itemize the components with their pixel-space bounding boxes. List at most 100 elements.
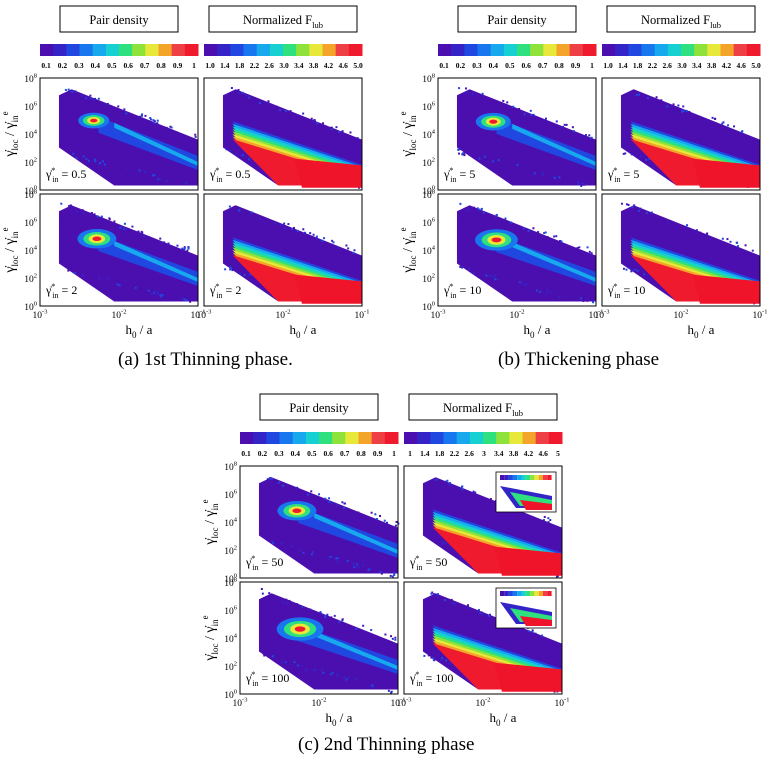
scatter-dot <box>303 232 306 235</box>
scatter-dot <box>472 490 475 493</box>
caption-b: (b) Thickening phase <box>498 349 660 370</box>
scatter-dot <box>283 222 286 225</box>
scatter-dot <box>328 500 331 503</box>
scatter-dot <box>378 570 381 573</box>
scatter-dot <box>547 289 550 292</box>
flub-colorbar-tick: 4.6 <box>339 61 349 70</box>
flub-colorbar-swatch <box>348 44 363 56</box>
scatter-dot <box>518 107 521 110</box>
scatter-dot <box>532 116 535 119</box>
scatter-dot <box>282 601 285 604</box>
inset-colorbar <box>534 591 539 596</box>
scatter-dot <box>539 290 542 293</box>
pair-colorbar-tick: 0.5 <box>107 61 117 70</box>
flub-colorbar-swatch <box>548 432 563 444</box>
plot-frame <box>437 77 597 191</box>
scatter-dot <box>423 654 426 657</box>
scatter-dot <box>156 119 159 122</box>
scatter-dot <box>636 269 639 272</box>
scatter-dot <box>338 130 341 133</box>
scatter-dot <box>96 218 99 221</box>
scatter-dot <box>492 160 495 163</box>
flub-colorbar-swatch <box>483 432 497 444</box>
x-tick: 10-1 <box>753 309 768 321</box>
force-band-red <box>294 158 362 188</box>
scatter-dot <box>182 297 185 300</box>
y-axis-label-text: γ̇loc / γ̇ine <box>200 615 220 661</box>
scatter-dot <box>475 494 478 497</box>
scatter-dot <box>138 169 141 172</box>
y-tick: 106 <box>24 101 38 113</box>
scatter-dot <box>97 277 100 280</box>
scatter-dot <box>465 87 468 90</box>
pair-colorbar-swatch <box>240 432 254 444</box>
scatter-dot <box>150 292 153 295</box>
scatter-dot <box>440 543 443 546</box>
scatter-dot <box>309 608 312 611</box>
x-tick: 10-2 <box>312 697 327 709</box>
scatter-dot <box>356 137 359 140</box>
scatter-dot <box>170 126 173 129</box>
scatter-dot <box>133 171 136 174</box>
scatter-dot <box>434 478 437 481</box>
x-tick: 10-1 <box>555 697 570 709</box>
x-tick: 10-3 <box>595 309 610 321</box>
scatter-dot <box>64 88 67 91</box>
scatter-dot <box>330 555 333 558</box>
y-tick: 106 <box>422 217 436 229</box>
y-tick: 102 <box>24 157 37 169</box>
scatter-dot <box>538 234 541 237</box>
scatter-dot <box>533 172 536 175</box>
scatter-dot <box>144 170 147 173</box>
plot-frame <box>239 581 399 695</box>
scatter-dot <box>225 148 228 151</box>
flub-colorbar-tick: 5.0 <box>353 61 363 70</box>
force-band-red <box>692 158 760 188</box>
scatter-dot <box>576 246 579 249</box>
scatter-dot <box>480 207 483 210</box>
scatter-dot <box>189 300 192 303</box>
scatter-dot <box>328 497 331 500</box>
x-tick: 10-1 <box>355 309 370 321</box>
scatter-dot <box>544 117 547 120</box>
scatter-dot <box>516 164 519 167</box>
pair-colorbar-tick: 0.7 <box>538 61 548 70</box>
scatter-dot <box>81 274 84 277</box>
flub-colorbar-tick: 1.8 <box>435 449 445 458</box>
normalized-flub-title: Normalized Flub <box>641 13 721 30</box>
scatter-dot <box>332 241 335 244</box>
pair-colorbar-tick: 0.9 <box>571 61 581 70</box>
scatter-dot <box>729 240 732 243</box>
scatter-dot <box>527 230 530 233</box>
y-tick: 108 <box>24 189 37 201</box>
y-axis-label-text: γ̇loc / γ̇ine <box>0 227 20 273</box>
normalized-flub-title: Normalized Flub <box>243 13 323 30</box>
scatter-dot <box>153 121 156 124</box>
inset-colorbar <box>543 591 548 596</box>
scatter-dot <box>302 228 305 231</box>
y-tick: 104 <box>24 129 38 141</box>
scatter-dot <box>286 602 289 605</box>
flub-colorbar-tick: 3.4 <box>494 449 504 458</box>
scatter-dot <box>650 211 653 214</box>
scatter-dot <box>430 656 433 659</box>
scatter-dot <box>324 497 327 500</box>
scatter-dot <box>321 239 324 242</box>
scatter-dot <box>167 242 170 245</box>
x-tick: 10-1 <box>191 309 206 321</box>
y-axis-label-text: γ̇loc / γ̇ine <box>398 227 418 273</box>
scatter-dot <box>633 267 636 270</box>
rate-label: γ̇* in = 5 <box>607 166 639 184</box>
scatter-dot <box>489 498 492 501</box>
pair-colorbar-tick: 0.2 <box>258 449 268 458</box>
scatter-dot <box>519 281 522 284</box>
scatter-dot <box>352 251 355 254</box>
scatter-dot <box>527 286 530 289</box>
density-blob <box>92 236 102 242</box>
scatter-dot <box>733 125 736 128</box>
scatter-dot <box>543 515 546 518</box>
scatter-dot <box>243 273 246 276</box>
pair-colorbar-swatch <box>556 44 571 56</box>
inset-colorbar <box>500 591 505 596</box>
scatter-dot <box>237 209 240 212</box>
